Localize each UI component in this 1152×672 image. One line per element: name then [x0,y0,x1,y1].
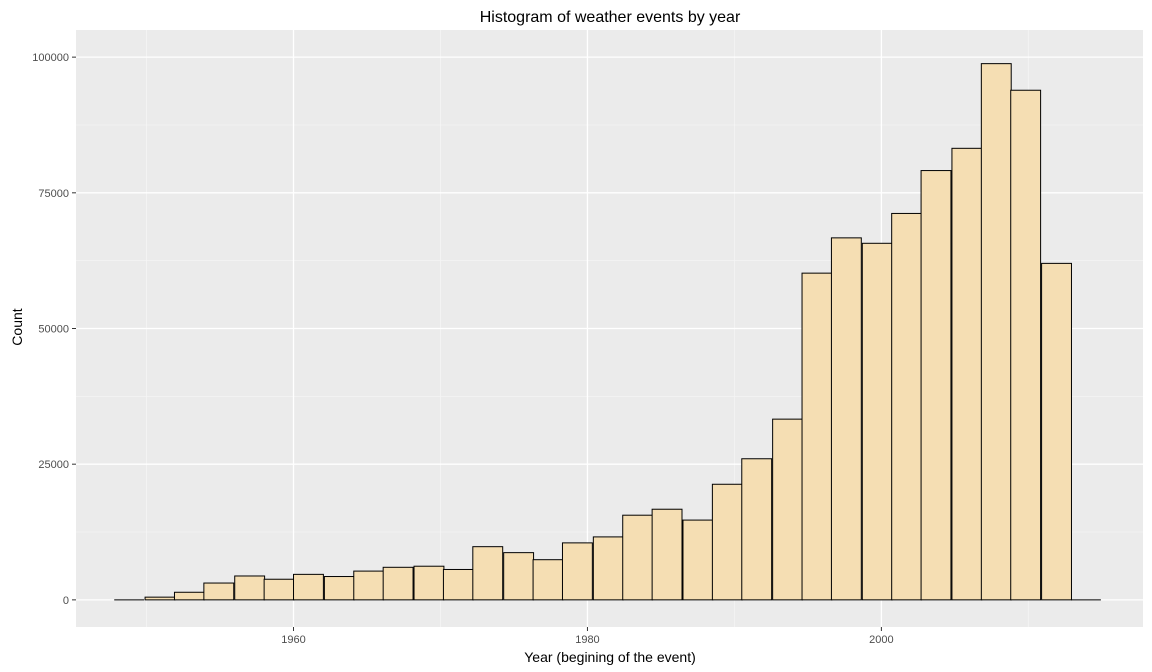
histogram-bar [144,596,176,601]
histogram-bar [592,536,624,601]
x-axis-ticks: 1960 1980 2000 [281,627,894,646]
histogram-bar [234,575,266,601]
histogram-bar [772,418,804,601]
histogram-bar [920,170,952,601]
histogram-bar [682,519,714,601]
histogram-bar [801,272,833,601]
histogram-bar [173,591,205,601]
histogram-bar [382,566,414,601]
histogram-bar [951,147,983,601]
x-tick-label: 1960 [281,634,305,646]
histogram-bar [413,565,445,601]
histogram-bar [323,576,355,601]
histogram-bar [980,63,1012,601]
y-axis-ticks: 0 25000 50000 75000 100000 [32,52,76,607]
histogram-bar [830,237,862,601]
histogram-bar [263,578,295,601]
histogram-bar [891,212,923,601]
histogram-bar [711,483,743,601]
histogram-bar [203,582,235,601]
histogram-bar [1041,262,1072,601]
chart-title: Histogram of weather events by year [480,9,741,26]
histogram-bar [561,542,593,601]
histogram-bars [114,63,1101,601]
x-tick-label: 1980 [575,634,599,646]
histogram-bar [503,552,535,601]
histogram-bar [353,570,385,601]
histogram-bar [532,559,564,601]
histogram-bar [651,508,683,601]
histogram-bar [293,573,324,601]
x-axis-label: Year (begining of the event) [524,649,696,665]
y-tick-label: 100000 [32,52,69,64]
y-tick-label: 25000 [38,459,69,471]
histogram-bar [472,546,504,601]
y-axis-label: Count [9,308,25,345]
histogram-bar [442,568,474,601]
y-tick-label: 50000 [38,324,69,336]
histogram-bar [741,458,773,601]
x-tick-label: 2000 [869,634,893,646]
histogram-bar [622,514,654,601]
y-tick-label: 0 [63,595,69,607]
histogram-bar [1010,89,1042,601]
y-tick-label: 75000 [38,188,69,200]
histogram-bar [861,242,893,601]
